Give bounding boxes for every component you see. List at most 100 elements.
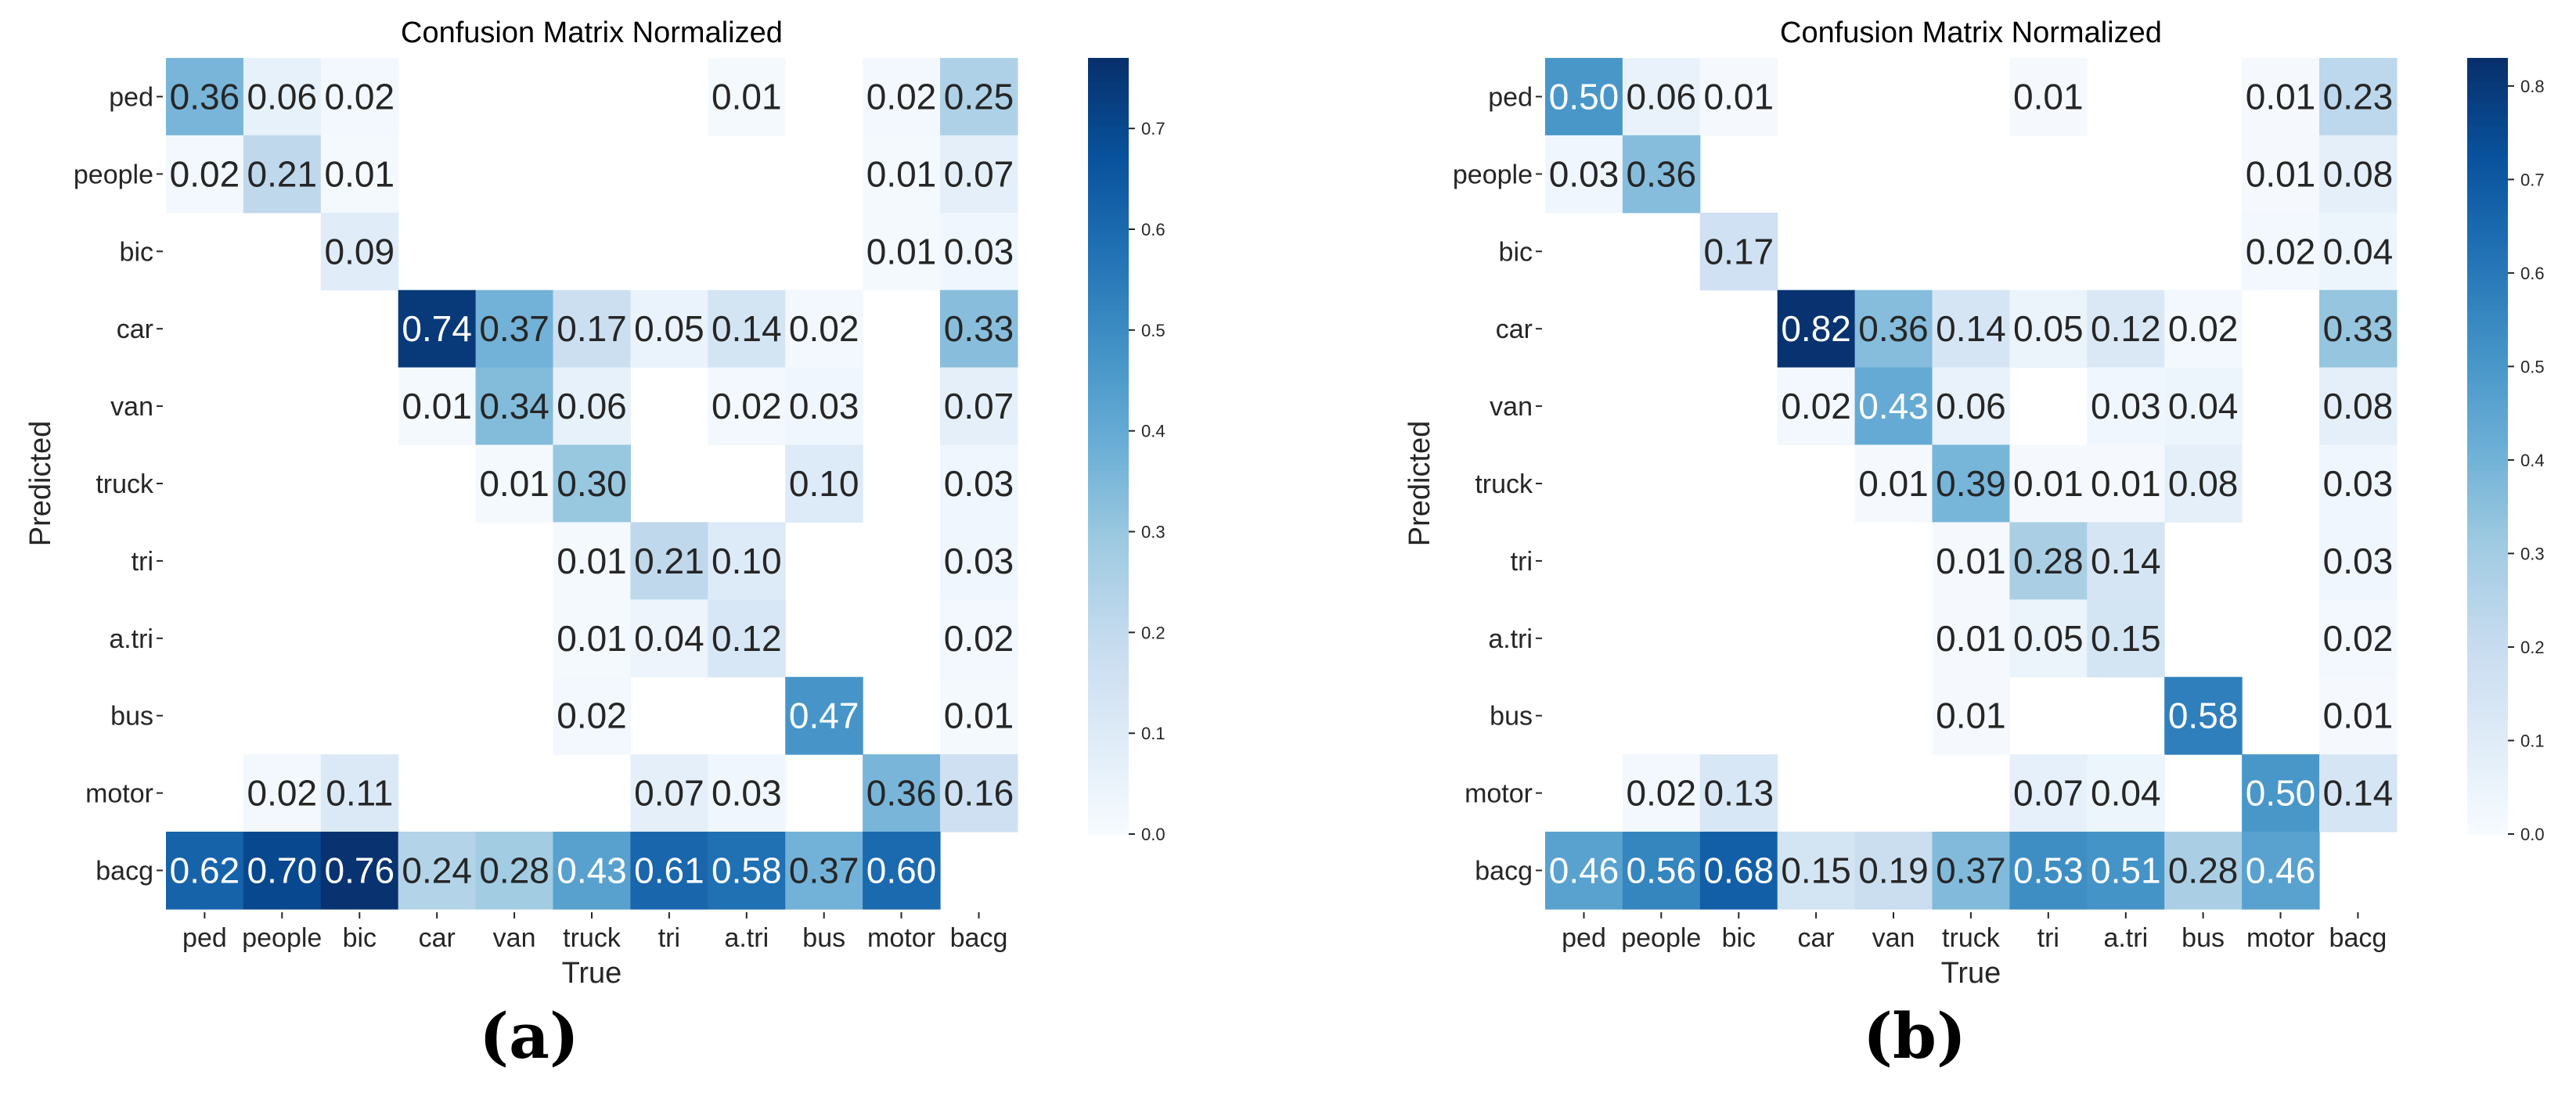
heatmap-cell: [785, 677, 863, 755]
cell-value-label: 0.06: [557, 386, 627, 426]
heatmap-cell: [553, 289, 631, 369]
colorbar-segment: [2467, 412, 2508, 418]
colorbar-segment: [2467, 222, 2508, 228]
cell-value-label: 0.08: [2323, 386, 2394, 426]
cell-value-label: 0.82: [1781, 308, 1851, 349]
cell-value-label: 0.04: [2091, 773, 2161, 814]
y-axis-label: Predicted: [1403, 421, 1436, 547]
colorbar-segment: [2467, 693, 2508, 699]
y-tick-label: tri: [1511, 547, 1533, 577]
colorbar-segment: [2467, 295, 2508, 301]
heatmap-cell: [1622, 135, 1701, 214]
colorbar-tick-label: 0.8: [2520, 77, 2545, 96]
colorbar-segment: [1088, 766, 1129, 772]
heatmap-cell: [940, 677, 1018, 755]
cell-value-label: 0.08: [2323, 153, 2394, 194]
colorbar-segment: [1088, 713, 1129, 718]
colorbar-segment: [2467, 703, 2508, 709]
colorbar-segment: [2467, 92, 2508, 98]
heatmap-cell: [1854, 367, 1933, 446]
heatmap-cell: [2164, 832, 2243, 910]
x-tick-label: bacg: [950, 923, 1008, 953]
colorbar-segment: [1088, 771, 1129, 777]
colorbar-segment: [2467, 509, 2508, 515]
colorbar-segment: [1088, 203, 1129, 209]
colorbar-segment: [1088, 92, 1129, 98]
colorbar-segment: [1088, 470, 1129, 476]
colorbar-segment: [1088, 407, 1129, 413]
heatmap-cell: [1545, 135, 1623, 214]
heatmap-cell: [2242, 135, 2320, 214]
cell-value-label: 0.28: [2168, 850, 2239, 891]
heatmap-cell: [1932, 522, 2010, 600]
colorbar-segment: [1088, 620, 1129, 627]
colorbar-segment: [2467, 775, 2508, 782]
colorbar-segment: [1088, 189, 1129, 195]
cell-value-label: 0.13: [1704, 773, 1774, 814]
colorbar-segment: [2467, 766, 2508, 772]
colorbar-segment: [2467, 572, 2508, 578]
cell-value-label: 0.28: [479, 850, 549, 891]
heatmap-cell: [2164, 677, 2243, 755]
colorbar-segment: [2467, 591, 2508, 597]
colorbar-tick-label: 0.5: [1141, 321, 1166, 340]
colorbar-segment: [2467, 120, 2508, 127]
x-tick-label: bus: [2181, 923, 2225, 953]
cell-value-label: 0.36: [170, 76, 240, 117]
x-axis-label: True: [562, 957, 622, 990]
colorbar-segment: [2467, 786, 2508, 791]
cell-value-label: 0.58: [712, 850, 782, 891]
colorbar-segment: [1088, 387, 1129, 394]
heatmap-cell: [863, 135, 941, 214]
colorbar-segment: [2467, 193, 2508, 200]
colorbar-segment: [1088, 310, 1129, 316]
colorbar-segment: [1088, 649, 1129, 656]
colorbar-segment: [2467, 528, 2508, 534]
cell-value-label: 0.11: [326, 773, 393, 814]
heatmap-cell: [1622, 58, 1701, 136]
colorbar-segment: [2467, 383, 2508, 389]
colorbar-segment: [2467, 625, 2508, 631]
colorbar-tick-label: 0.0: [1141, 825, 1166, 844]
cell-value-label: 0.12: [2091, 308, 2161, 349]
colorbar-segment: [2467, 125, 2508, 131]
colorbar-segment: [2467, 135, 2508, 142]
colorbar-segment: [1088, 703, 1129, 709]
heatmap-cell: [2009, 289, 2088, 369]
cell-value-label: 0.06: [1627, 76, 1697, 117]
colorbar-segment: [1088, 722, 1129, 728]
heatmap-cell: [1699, 754, 1778, 832]
colorbar-tick-label: 0.5: [2520, 357, 2545, 376]
cell-value-label: 0.16: [944, 773, 1014, 814]
cell-value-label: 0.03: [789, 386, 859, 426]
cell-value-label: 0.01: [2246, 76, 2316, 117]
colorbar-segment: [1088, 640, 1129, 645]
colorbar-segment: [1088, 664, 1129, 670]
colorbar-segment: [2467, 601, 2508, 607]
colorbar-tick-label: 0.1: [1141, 724, 1166, 743]
colorbar-segment: [1088, 504, 1129, 510]
colorbar-segment: [1088, 198, 1129, 204]
heatmap-cell: [2319, 135, 2398, 214]
cell-value-label: 0.01: [1704, 76, 1774, 117]
colorbar-segment: [1088, 829, 1129, 835]
colorbar-segment: [1088, 800, 1129, 806]
heatmap-cell: [2087, 754, 2165, 832]
colorbar-segment: [2467, 674, 2508, 680]
cell-value-label: 0.76: [325, 850, 395, 891]
colorbar-segment: [2467, 819, 2508, 825]
colorbar-segment: [2467, 213, 2508, 219]
colorbar-segment: [1088, 586, 1129, 592]
cell-value-label: 0.02: [789, 308, 859, 349]
colorbar-segment: [2467, 824, 2508, 830]
cell-value-label: 0.01: [325, 153, 395, 194]
colorbar-segment: [1088, 819, 1129, 825]
colorbar-segment: [1088, 329, 1129, 336]
cell-value-label: 0.02: [712, 386, 782, 426]
colorbar-segment: [1088, 484, 1129, 491]
heatmap-cell: [2242, 754, 2320, 832]
colorbar-segment: [2467, 538, 2508, 544]
heatmap-cell: [2242, 58, 2320, 136]
heatmap-cell: [940, 367, 1018, 446]
